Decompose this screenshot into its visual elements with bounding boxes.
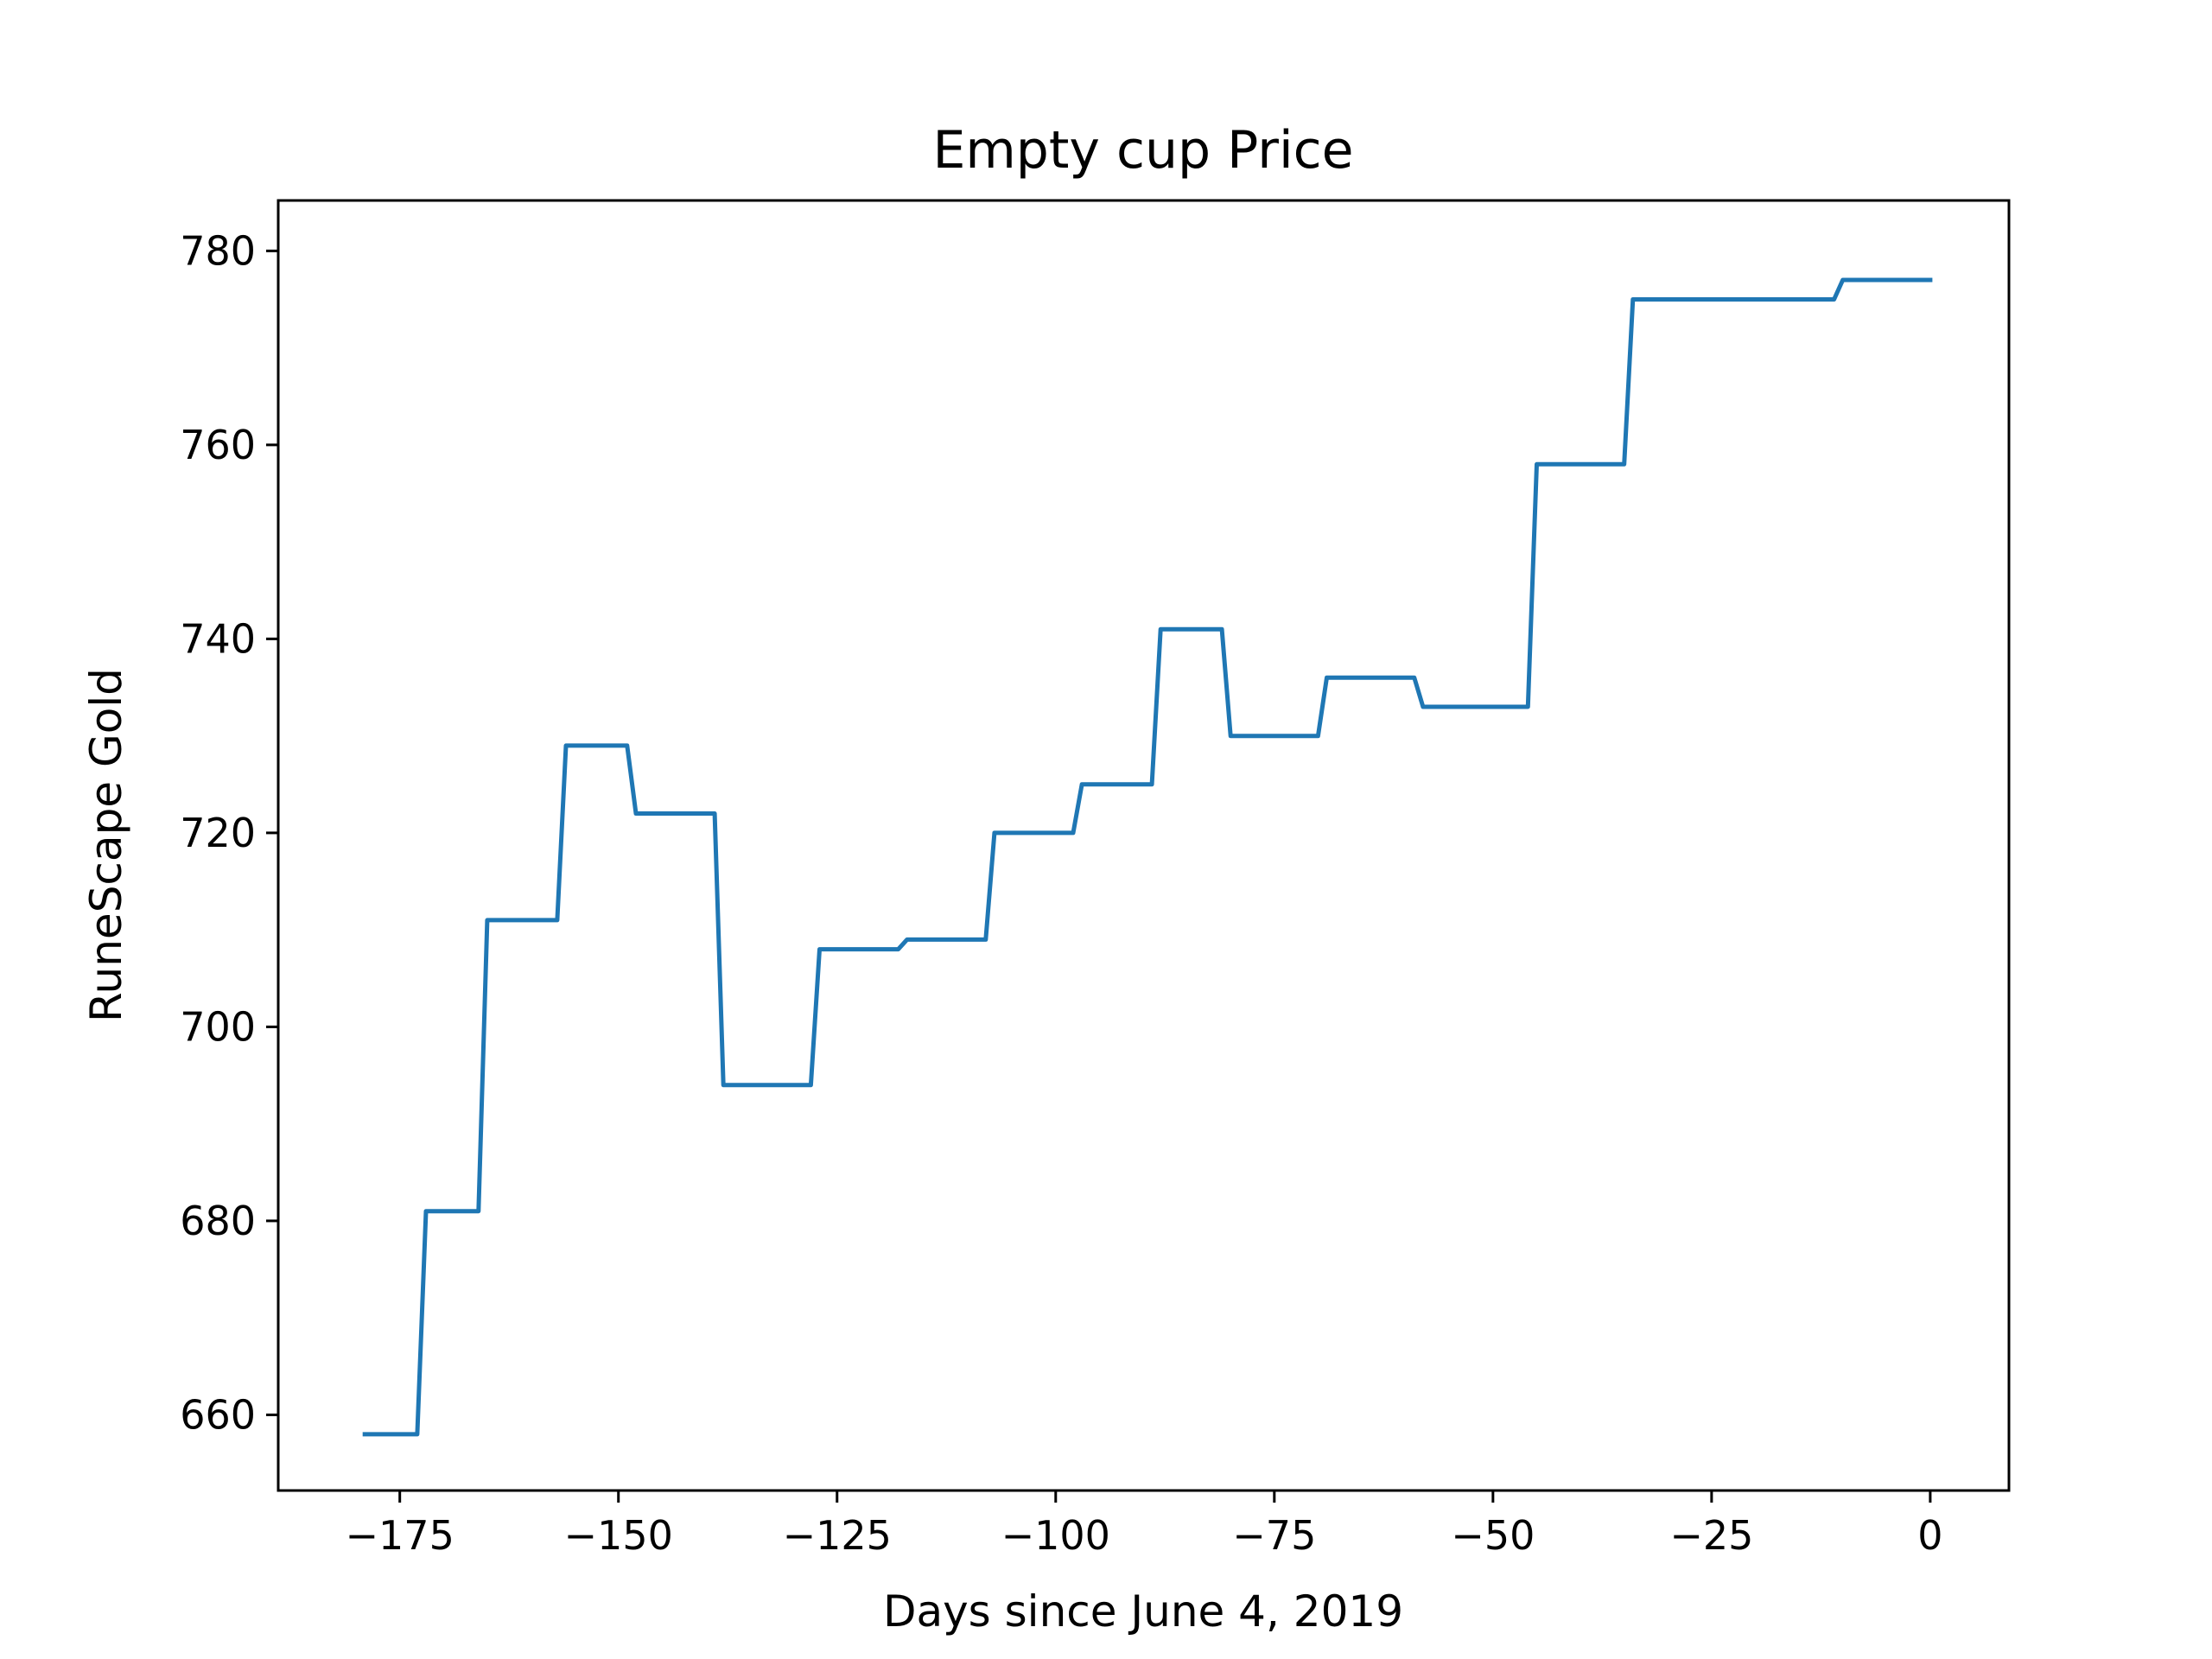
chart-title: Empty cup Price xyxy=(932,120,1353,181)
y-tick-label: 760 xyxy=(180,422,256,468)
x-tick-label: −50 xyxy=(1451,1512,1535,1559)
x-axis: −175 −150 −125 −100 −75 −50 −25 0 xyxy=(346,1491,1943,1559)
x-tick-label: −100 xyxy=(1001,1512,1110,1559)
series-line-0 xyxy=(362,277,1933,1437)
y-axis-label: RuneScape Gold xyxy=(81,668,131,1022)
y-tick-label: 680 xyxy=(180,1198,256,1244)
x-tick-label: −25 xyxy=(1669,1512,1753,1559)
y-tick-label: 720 xyxy=(180,810,256,856)
y-tick-label: 700 xyxy=(180,1003,256,1050)
x-tick-label: −125 xyxy=(783,1512,892,1559)
y-tick-label: 660 xyxy=(180,1391,256,1438)
x-tick-label: −150 xyxy=(564,1512,673,1559)
y-tick-label: 740 xyxy=(180,615,256,662)
plot-area xyxy=(276,199,2011,1492)
y-axis: 660 680 700 720 740 760 780 xyxy=(180,227,278,1438)
x-tick-label: 0 xyxy=(1917,1512,1942,1559)
y-tick-label: 780 xyxy=(180,227,256,274)
x-tick-label: −75 xyxy=(1232,1512,1316,1559)
plot-frame xyxy=(276,199,2011,1492)
x-tick-label: −175 xyxy=(346,1512,454,1559)
x-axis-label: Days since June 4, 2019 xyxy=(883,1586,1403,1637)
